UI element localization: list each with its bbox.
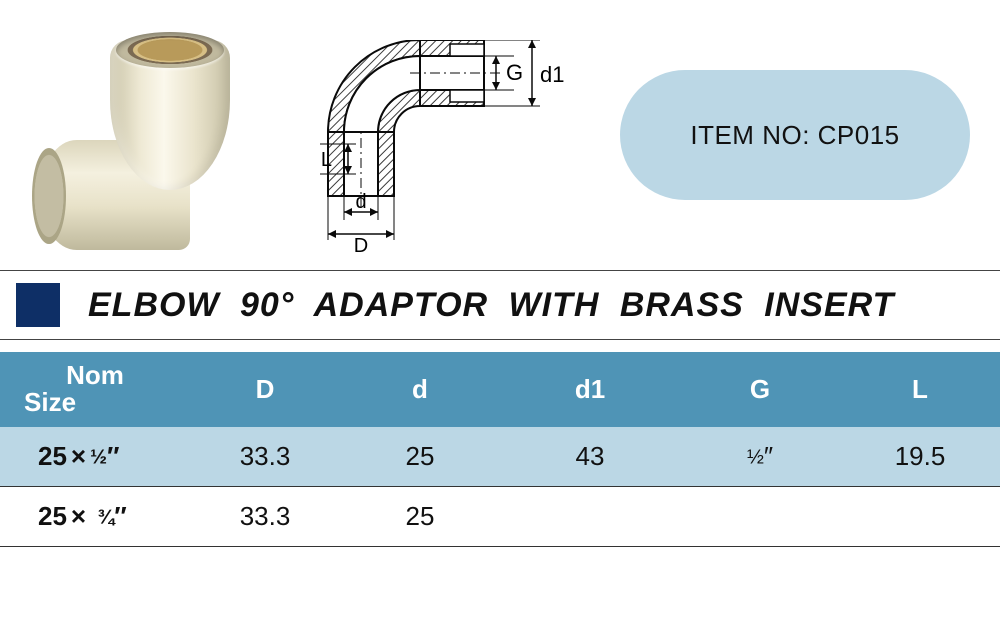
item-number-text: ITEM NO: CP015: [690, 120, 899, 151]
col-L: L: [840, 352, 1000, 427]
item-number-badge: ITEM NO: CP015: [620, 70, 970, 200]
product-title: ELBOW 90° ADAPTOR WITH BRASS INSERT: [88, 286, 894, 325]
dim-label-D: D: [354, 235, 368, 257]
col-G: G: [680, 352, 840, 427]
col-d1: d1: [500, 352, 680, 427]
title-bar: ELBOW 90° ADAPTOR WITH BRASS INSERT: [0, 270, 1000, 340]
cell-G: ½″: [680, 427, 840, 487]
cell-G: [680, 486, 840, 546]
top-region: G d1 L d: [0, 0, 1000, 270]
technical-diagram: G d1 L d: [300, 40, 600, 260]
elbow-3d-render: [30, 30, 250, 250]
product-photo: [30, 30, 250, 250]
col-D: D: [190, 352, 340, 427]
spec-table-head: NomSizeDdd1GL: [0, 352, 1000, 427]
table-row: 25×½″33.32543½″19.5: [0, 427, 1000, 487]
col-nom: NomSize: [0, 352, 190, 427]
cell-d1: 43: [500, 427, 680, 487]
cell-L: 19.5: [840, 427, 1000, 487]
cell-nom: 25× ¾″: [0, 486, 190, 546]
dim-label-d1: d1: [540, 62, 564, 87]
cell-d1: [500, 486, 680, 546]
dim-label-L: L: [321, 149, 332, 171]
cell-d: 25: [340, 486, 500, 546]
cell-L: [840, 486, 1000, 546]
cell-nom: 25×½″: [0, 427, 190, 487]
dim-label-G: G: [506, 60, 523, 85]
cell-D: 33.3: [190, 427, 340, 487]
table-row: 25× ¾″33.325: [0, 486, 1000, 546]
spec-table: NomSizeDdd1GL 25×½″33.32543½″19.525× ¾″3…: [0, 352, 1000, 547]
dim-label-d: d: [355, 191, 366, 213]
title-square-icon: [16, 283, 60, 327]
cell-D: 33.3: [190, 486, 340, 546]
cell-d: 25: [340, 427, 500, 487]
spec-table-body: 25×½″33.32543½″19.525× ¾″33.325: [0, 427, 1000, 547]
col-d: d: [340, 352, 500, 427]
